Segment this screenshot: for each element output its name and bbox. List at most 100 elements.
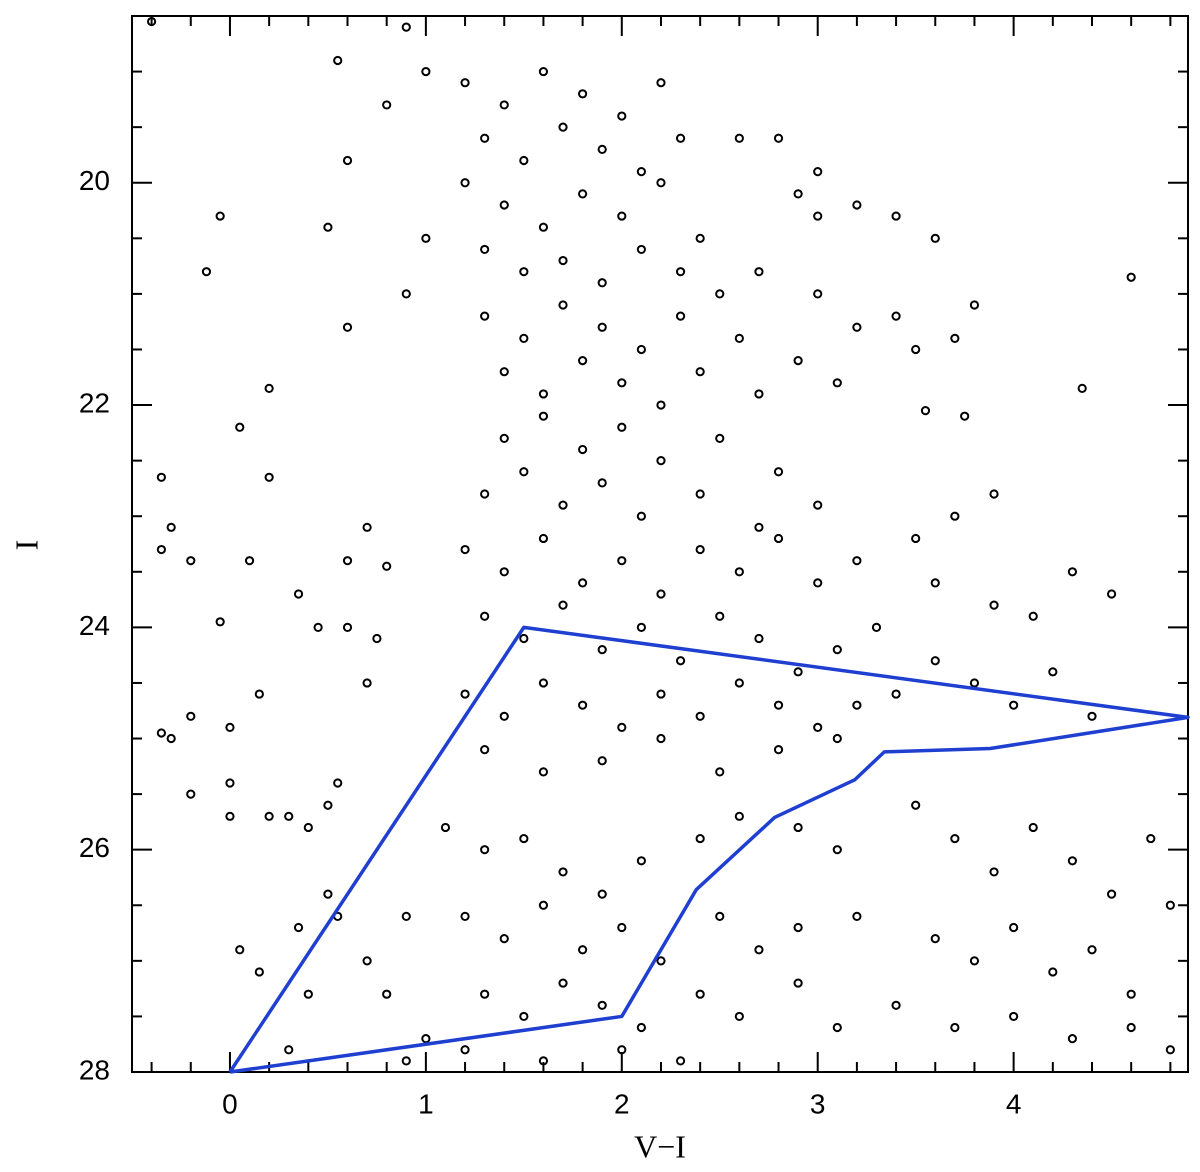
point	[675, 267, 686, 277]
point	[715, 911, 725, 921]
point	[617, 1045, 627, 1055]
point	[597, 144, 607, 154]
point	[754, 522, 764, 532]
point	[1165, 1045, 1175, 1055]
point	[1048, 967, 1058, 977]
point	[832, 845, 842, 855]
point	[480, 745, 490, 755]
point	[636, 1022, 646, 1033]
point	[558, 300, 568, 310]
point	[891, 1000, 901, 1010]
point	[342, 556, 353, 566]
point	[950, 1022, 960, 1033]
point	[558, 600, 568, 610]
point	[578, 189, 588, 199]
point	[989, 600, 999, 610]
point	[215, 617, 225, 627]
point	[519, 633, 529, 644]
point	[538, 222, 549, 232]
point	[636, 167, 646, 177]
point	[538, 389, 549, 399]
point	[793, 978, 803, 988]
point	[1146, 833, 1156, 844]
point	[832, 645, 842, 655]
point	[558, 122, 568, 132]
point	[499, 200, 509, 210]
point	[1126, 1022, 1136, 1033]
x-tick-label: 3	[810, 1088, 826, 1119]
point	[254, 967, 264, 977]
point	[813, 578, 823, 588]
point	[715, 611, 725, 621]
y-axis-label: I	[8, 540, 44, 551]
point	[793, 667, 803, 677]
point	[695, 711, 705, 721]
y-tick-label: 22	[79, 387, 110, 418]
point	[989, 867, 999, 877]
point	[480, 611, 490, 621]
point	[201, 267, 212, 277]
point	[480, 133, 490, 143]
point	[578, 89, 588, 99]
point	[186, 711, 196, 721]
point	[293, 589, 304, 599]
point	[617, 722, 627, 733]
point	[313, 622, 323, 632]
point	[323, 222, 333, 232]
point	[754, 389, 764, 399]
point	[597, 645, 607, 655]
point	[734, 133, 744, 143]
point	[754, 945, 764, 955]
point	[832, 1022, 842, 1033]
point	[578, 444, 588, 455]
point	[460, 689, 470, 699]
point	[401, 289, 411, 299]
point	[421, 66, 431, 77]
point	[558, 255, 568, 266]
point	[578, 578, 588, 588]
point	[891, 311, 901, 321]
point	[578, 945, 588, 955]
point	[538, 66, 549, 77]
y-tick-label: 26	[79, 832, 110, 863]
point	[734, 567, 744, 577]
point	[793, 355, 803, 366]
point	[401, 22, 411, 32]
point	[960, 411, 970, 421]
point	[852, 200, 862, 210]
point	[460, 544, 470, 555]
point	[793, 189, 803, 199]
x-axis-label: V−I	[634, 1128, 686, 1164]
x-tick-label: 2	[614, 1088, 630, 1119]
point	[578, 355, 588, 366]
point	[675, 311, 686, 321]
point	[1067, 567, 1078, 577]
point	[284, 811, 294, 821]
point	[597, 756, 607, 766]
point	[578, 700, 588, 710]
point	[793, 922, 803, 933]
point	[656, 689, 666, 699]
point	[558, 867, 568, 877]
point	[852, 322, 862, 332]
point	[636, 856, 646, 866]
point	[793, 822, 803, 833]
point	[225, 722, 235, 733]
point	[950, 511, 960, 521]
point	[480, 244, 490, 255]
point	[715, 289, 725, 299]
point	[1028, 611, 1038, 621]
y-tick-label: 20	[79, 165, 110, 196]
point	[284, 1045, 294, 1055]
point	[499, 711, 509, 721]
x-tick-label: 4	[1006, 1088, 1022, 1119]
point	[636, 511, 646, 521]
point	[852, 911, 862, 921]
point	[303, 989, 313, 999]
point	[695, 989, 705, 999]
point	[558, 978, 568, 988]
point	[813, 500, 823, 510]
point	[636, 622, 646, 632]
